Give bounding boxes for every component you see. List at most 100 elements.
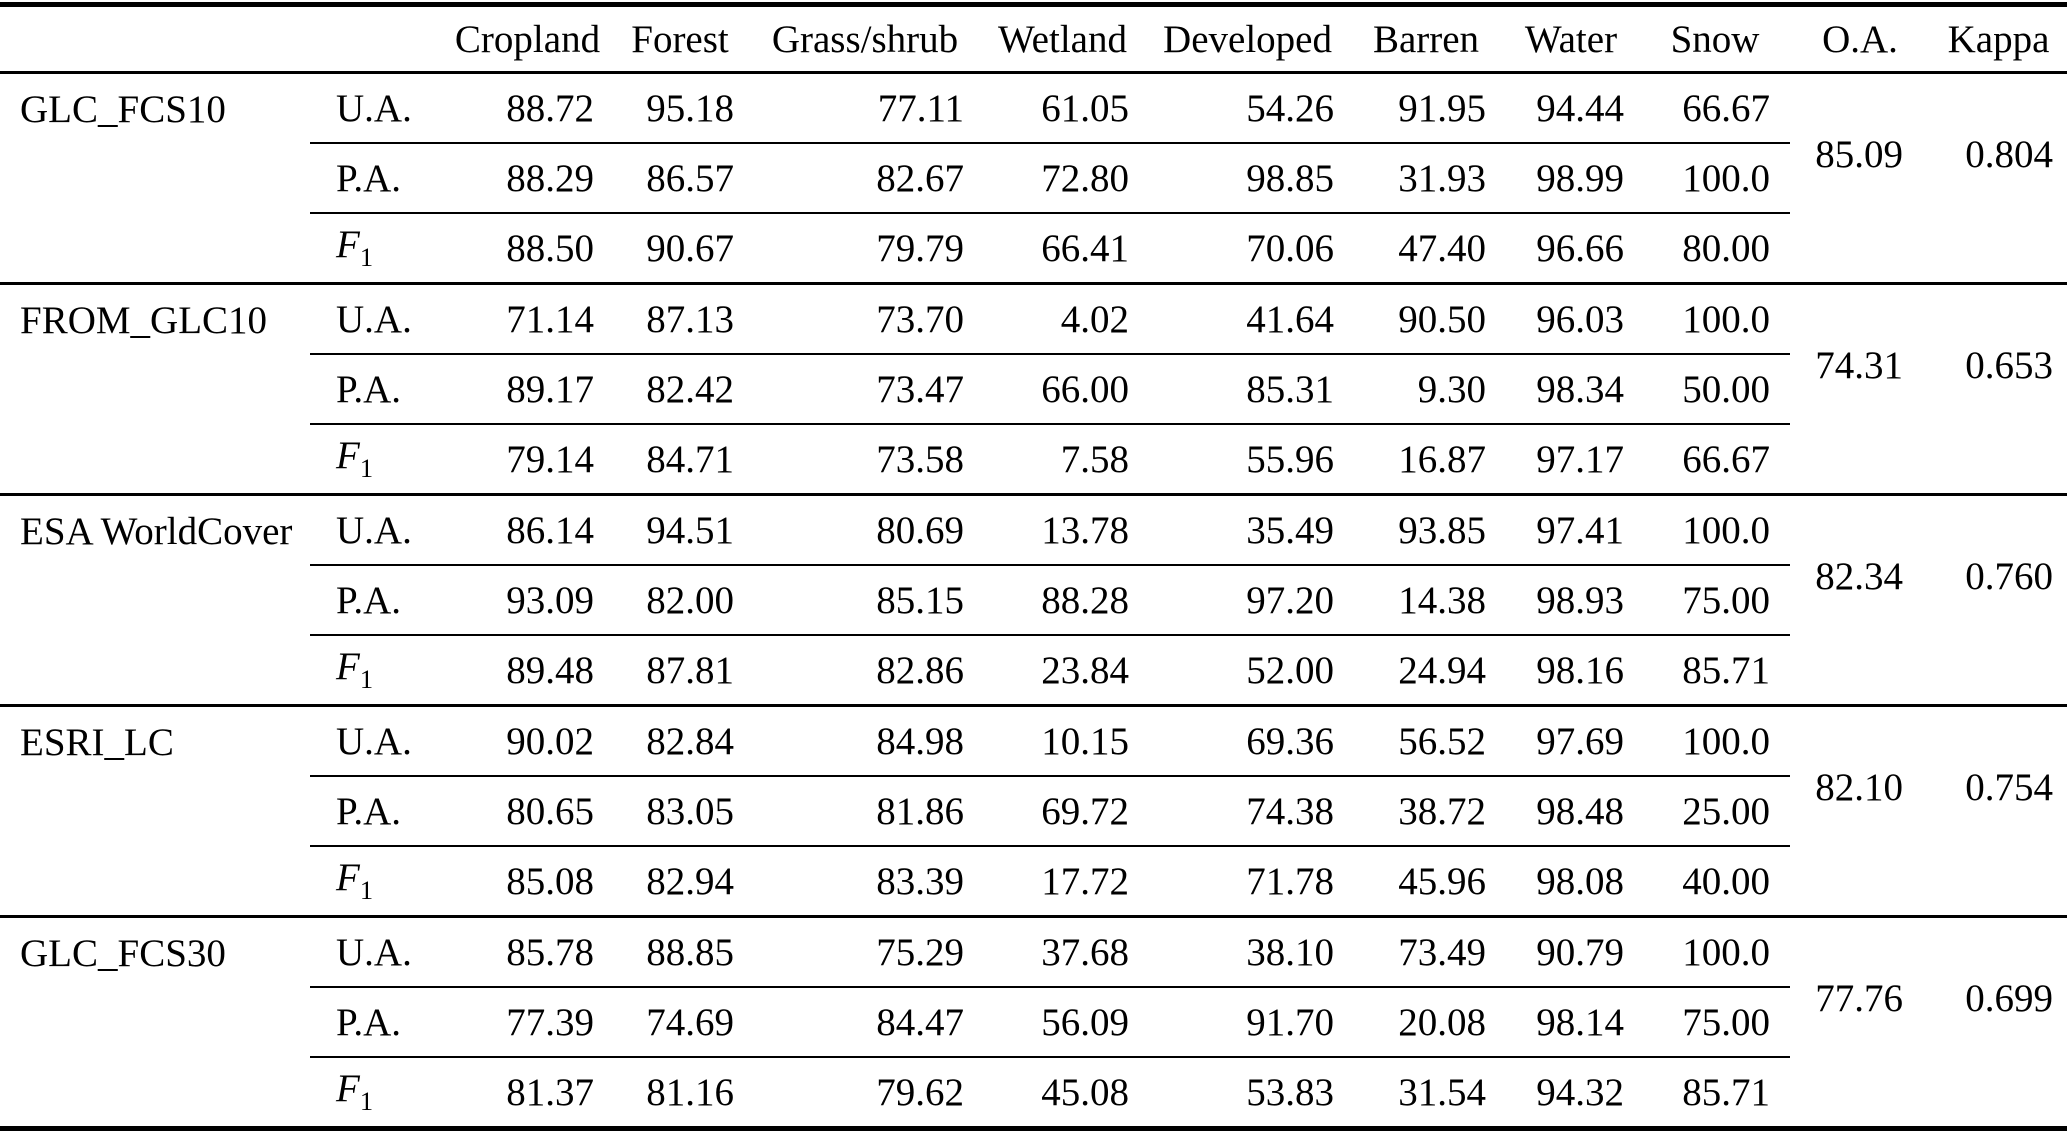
kappa-value: 0.760 [1965, 554, 2053, 598]
value-cell: 85.78 [445, 916, 610, 988]
value-cell: 47.40 [1350, 213, 1502, 285]
metric-label: P.A. [310, 354, 445, 425]
value-cell: 9.30 [1350, 354, 1502, 425]
value-cell: 96.03 [1502, 283, 1640, 355]
metric-label: P.A. [310, 143, 445, 214]
column-header-kappa: Kappa [1930, 4, 2067, 74]
table-row: F1 79.14 84.71 73.58 7.58 55.96 16.87 97.17 66.6… [0, 424, 2067, 496]
value-cell: 93.85 [1350, 494, 1502, 566]
table-row: ESA WorldCover U.A. 86.14 94.51 80.69 13.78 35… [0, 494, 2067, 707]
value-cell: 94.51 [610, 494, 750, 566]
metric-text: F [336, 645, 360, 689]
value-cell: 80.69 [750, 494, 980, 566]
value-cell: 31.54 [1350, 1057, 1502, 1130]
column-header-blank [310, 4, 445, 74]
value-cell: 38.10 [1145, 916, 1350, 988]
value-cell: 88.50 [445, 213, 610, 285]
value-cell: 88.28 [980, 565, 1145, 636]
value-cell: 98.14 [1502, 987, 1640, 1058]
value-cell: 85.08 [445, 846, 610, 918]
value-cell: 84.71 [610, 424, 750, 496]
metric-text: U.A. [336, 86, 412, 130]
value-cell: 82.94 [610, 846, 750, 918]
value-cell: 69.72 [980, 776, 1145, 847]
value-cell: 89.48 [445, 635, 610, 707]
value-cell: 90.02 [445, 705, 610, 777]
metric-subscript: 1 [359, 1086, 374, 1117]
value-cell: 37.68 [980, 916, 1145, 988]
oa-cell: 82.34 [1790, 494, 1930, 707]
value-cell: 82.42 [610, 354, 750, 425]
value-cell: 86.14 [445, 494, 610, 566]
column-header-snow: Snow [1640, 4, 1790, 74]
table-body: GLC_FCS10 U.A. 88.72 95.18 77.11 61.05 54.26 91… [0, 72, 2067, 1130]
value-cell: 52.00 [1145, 635, 1350, 707]
value-cell: 79.14 [445, 424, 610, 496]
metric-subscript: 1 [359, 875, 374, 906]
value-cell: 88.72 [445, 72, 610, 144]
metric-text: U.A. [336, 508, 412, 552]
metric-label: P.A. [310, 987, 445, 1058]
value-cell: 80.00 [1640, 213, 1790, 285]
value-cell: 100.0 [1640, 916, 1790, 988]
oa-cell: 82.10 [1790, 705, 1930, 918]
metric-text: U.A. [336, 297, 412, 341]
value-cell: 82.86 [750, 635, 980, 707]
kappa-cell: 0.760 [1930, 494, 2067, 707]
metric-text: P.A. [336, 156, 402, 200]
value-cell: 82.67 [750, 143, 980, 214]
value-cell: 13.78 [980, 494, 1145, 566]
value-cell: 85.31 [1145, 354, 1350, 425]
product-name: GLC_FCS30 [0, 916, 310, 1130]
value-cell: 17.72 [980, 846, 1145, 918]
oa-cell: 74.31 [1790, 283, 1930, 496]
table-row: F1 89.48 87.81 82.86 23.84 52.00 24.94 98.16 85.… [0, 635, 2067, 707]
value-cell: 75.00 [1640, 565, 1790, 636]
metric-text: F [336, 223, 360, 267]
value-cell: 56.52 [1350, 705, 1502, 777]
oa-value: 74.31 [1815, 343, 1903, 387]
oa-value: 82.10 [1815, 765, 1903, 809]
table-row: F1 81.37 81.16 79.62 45.08 53.83 31.54 94.32 85.… [0, 1057, 2067, 1130]
value-cell: 23.84 [980, 635, 1145, 707]
value-cell: 40.00 [1640, 846, 1790, 918]
column-header-cropland: Cropland [445, 4, 610, 74]
value-cell: 88.85 [610, 916, 750, 988]
value-cell: 55.96 [1145, 424, 1350, 496]
value-cell: 45.96 [1350, 846, 1502, 918]
table-row: F1 85.08 82.94 83.39 17.72 71.78 45.96 98.08 40.… [0, 846, 2067, 918]
value-cell: 53.83 [1145, 1057, 1350, 1130]
value-cell: 79.62 [750, 1057, 980, 1130]
table-row: P.A. 89.17 82.42 73.47 66.00 85.31 9.30 98.34 50… [0, 354, 2067, 425]
value-cell: 82.00 [610, 565, 750, 636]
oa-value: 77.76 [1815, 976, 1903, 1020]
value-cell: 16.87 [1350, 424, 1502, 496]
metric-text: P.A. [336, 1000, 402, 1044]
value-cell: 79.79 [750, 213, 980, 285]
value-cell: 69.36 [1145, 705, 1350, 777]
value-cell: 31.93 [1350, 143, 1502, 214]
metric-text: U.A. [336, 719, 412, 763]
value-cell: 97.17 [1502, 424, 1640, 496]
value-cell: 100.0 [1640, 705, 1790, 777]
oa-value: 85.09 [1815, 132, 1903, 176]
value-cell: 7.58 [980, 424, 1145, 496]
table-row: F1 88.50 90.67 79.79 66.41 70.06 47.40 96.66 80.… [0, 213, 2067, 285]
value-cell: 98.08 [1502, 846, 1640, 918]
value-cell: 73.58 [750, 424, 980, 496]
column-header-blank [0, 4, 310, 74]
metric-label: P.A. [310, 776, 445, 847]
value-cell: 74.69 [610, 987, 750, 1058]
value-cell: 35.49 [1145, 494, 1350, 566]
value-cell: 98.34 [1502, 354, 1640, 425]
value-cell: 81.37 [445, 1057, 610, 1130]
kappa-value: 0.699 [1965, 976, 2053, 1020]
metric-subscript: 1 [359, 242, 374, 273]
value-cell: 10.15 [980, 705, 1145, 777]
value-cell: 84.98 [750, 705, 980, 777]
value-cell: 94.44 [1502, 72, 1640, 144]
value-cell: 66.41 [980, 213, 1145, 285]
value-cell: 73.47 [750, 354, 980, 425]
metric-text: F [336, 434, 360, 478]
value-cell: 98.48 [1502, 776, 1640, 847]
